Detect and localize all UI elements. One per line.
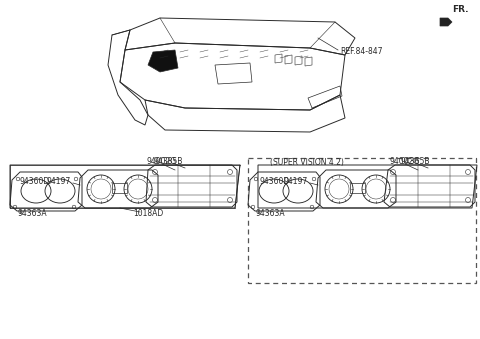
Text: 1018AD: 1018AD [133,208,163,218]
Text: 94385B: 94385B [153,158,183,166]
Text: (SUPER VISION 4.2): (SUPER VISION 4.2) [270,158,344,166]
Polygon shape [148,50,178,72]
Text: 94002G: 94002G [147,158,177,166]
Text: 94360D: 94360D [20,178,50,186]
Text: 94197: 94197 [47,178,71,186]
Text: 94360D: 94360D [260,178,290,186]
Text: 94363A: 94363A [255,210,285,219]
Polygon shape [440,18,452,26]
Text: 94365B: 94365B [400,158,430,166]
Text: 94002G: 94002G [390,158,420,166]
Text: REF.84-847: REF.84-847 [340,47,383,57]
Text: 94363A: 94363A [18,210,48,219]
Text: 94197: 94197 [284,178,308,186]
Text: FR.: FR. [452,5,468,15]
